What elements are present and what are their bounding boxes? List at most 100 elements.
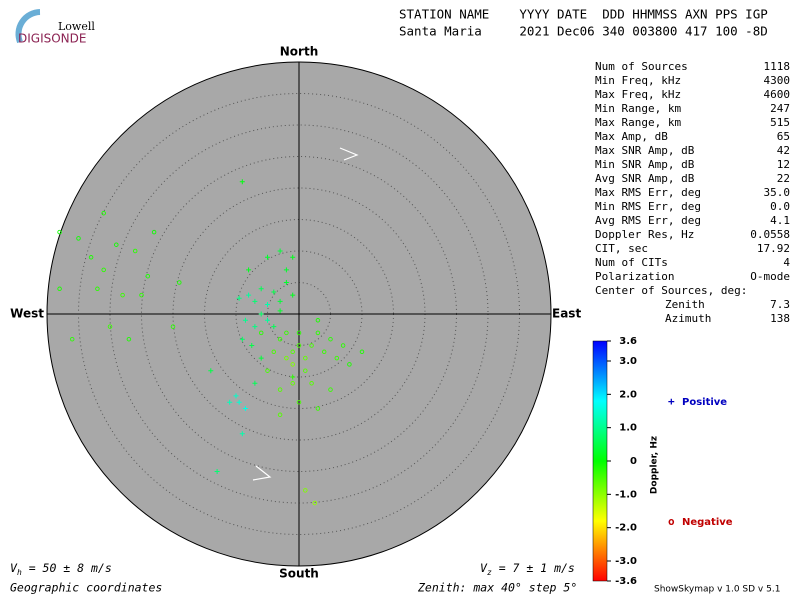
source-positive <box>258 355 264 361</box>
source-positive <box>208 368 214 374</box>
source-negative <box>290 381 295 386</box>
colorbar-tick-label: -3.0 <box>615 556 637 567</box>
plot <box>46 61 552 567</box>
arrow <box>339 147 359 161</box>
header-line: STATION NAME YYYY DATE DDD HHMMSS AXN PP… <box>399 7 768 22</box>
vh-sub: h <box>17 568 22 577</box>
stat-value: 515 <box>770 116 790 129</box>
center-label: Azimuth <box>665 312 711 325</box>
source-negative <box>303 368 308 373</box>
source-positive <box>214 469 220 474</box>
source-negative <box>101 267 106 273</box>
colorbar-tick-label: 3.6 <box>619 336 637 347</box>
legend-marker: o <box>668 515 675 528</box>
coords: Geographic coordinates <box>10 581 162 595</box>
source-positive <box>271 289 277 295</box>
logo-arc <box>15 9 41 44</box>
stat-label: Num of CITs <box>595 256 668 269</box>
source-negative <box>312 500 318 506</box>
source-negative <box>126 336 132 342</box>
source-negative <box>271 349 277 355</box>
source-positive <box>246 267 252 273</box>
source-negative <box>328 336 333 342</box>
source-negative <box>303 488 308 493</box>
legend-label: Positive <box>682 397 727 408</box>
source-positive <box>265 254 270 260</box>
source-positive <box>265 302 270 308</box>
stat-label: Min SNR Amp, dB <box>595 158 695 171</box>
stat-label: Avg SNR Amp, dB <box>595 172 695 185</box>
center-value: 138 <box>770 312 790 325</box>
source-positive <box>271 324 277 330</box>
direction-label: East <box>552 307 581 321</box>
source-positive <box>290 292 296 298</box>
stat-label: Max RMS Err, deg <box>595 186 701 199</box>
source-positive <box>252 298 258 304</box>
source-positive <box>227 399 233 405</box>
stat-label: Max Range, km <box>595 116 681 129</box>
source-negative <box>334 355 340 361</box>
stat-label: CIT, sec <box>595 242 648 255</box>
stat-value: 1118 <box>764 60 791 73</box>
source-negative <box>57 229 62 235</box>
stat-label: Min RMS Err, deg <box>595 200 701 213</box>
source-negative <box>76 236 81 241</box>
source-negative <box>290 362 295 367</box>
source-negative <box>290 349 295 355</box>
source-negative <box>309 343 314 348</box>
source-negative <box>277 387 283 392</box>
source-negative <box>88 255 94 260</box>
stat-value: 65 <box>777 130 790 143</box>
source-negative <box>303 355 308 361</box>
source-positive <box>277 308 283 314</box>
header-line: Santa Maria 2021 Dec06 340 003800 417 10… <box>399 24 768 39</box>
source-negative <box>145 273 151 279</box>
colorbar-title: Doppler, Hz <box>650 436 660 494</box>
colorbar-tick-label: -1.0 <box>615 489 637 500</box>
stat-label: Max Amp, dB <box>595 130 668 143</box>
stat-label: Max SNR Amp, dB <box>595 144 695 157</box>
stat-value: 4 <box>783 256 790 269</box>
source-positive <box>283 280 289 285</box>
source-negative <box>315 406 321 411</box>
center-label: Zenith <box>665 298 705 311</box>
source-positive <box>242 406 248 411</box>
source-positive <box>290 254 296 260</box>
stat-value: 4300 <box>764 74 791 87</box>
source-positive <box>236 295 242 301</box>
vh-text: = 50 ± 8 m/s <box>22 561 112 575</box>
center-title: Center of Sources, deg: <box>595 284 747 297</box>
source-positive <box>265 317 270 323</box>
source-negative <box>340 343 346 348</box>
source-negative <box>95 286 100 292</box>
stat-value: 17.92 <box>757 242 790 255</box>
vz-sub: z <box>487 568 492 577</box>
source-positive <box>242 317 248 323</box>
vz-text: = 7 ± 1 m/s <box>492 561 575 575</box>
center-value: 7.3 <box>770 298 790 311</box>
source-negative <box>265 368 270 373</box>
colorbar-tick-label: 2.0 <box>619 389 637 400</box>
colorbar-tick-label: -2.0 <box>615 523 637 534</box>
stat-value: 4600 <box>764 88 791 101</box>
source-positive <box>258 311 264 317</box>
source-positive <box>249 343 255 348</box>
source-negative <box>107 324 113 329</box>
source-positive <box>277 248 283 254</box>
source-negative <box>315 318 321 323</box>
stat-label: Num of Sources <box>595 60 688 73</box>
source-negative <box>170 324 176 329</box>
direction-label: South <box>279 567 319 581</box>
source-negative <box>258 330 264 336</box>
source-negative <box>359 349 365 355</box>
source-positive <box>239 336 245 342</box>
source-negative <box>284 330 289 336</box>
stat-value: 42 <box>777 144 790 157</box>
direction-label: West <box>10 307 44 321</box>
source-negative <box>139 292 144 298</box>
colorbar <box>592 340 608 582</box>
source-negative <box>132 248 138 254</box>
source-positive <box>277 298 283 304</box>
source-positive <box>283 267 289 273</box>
